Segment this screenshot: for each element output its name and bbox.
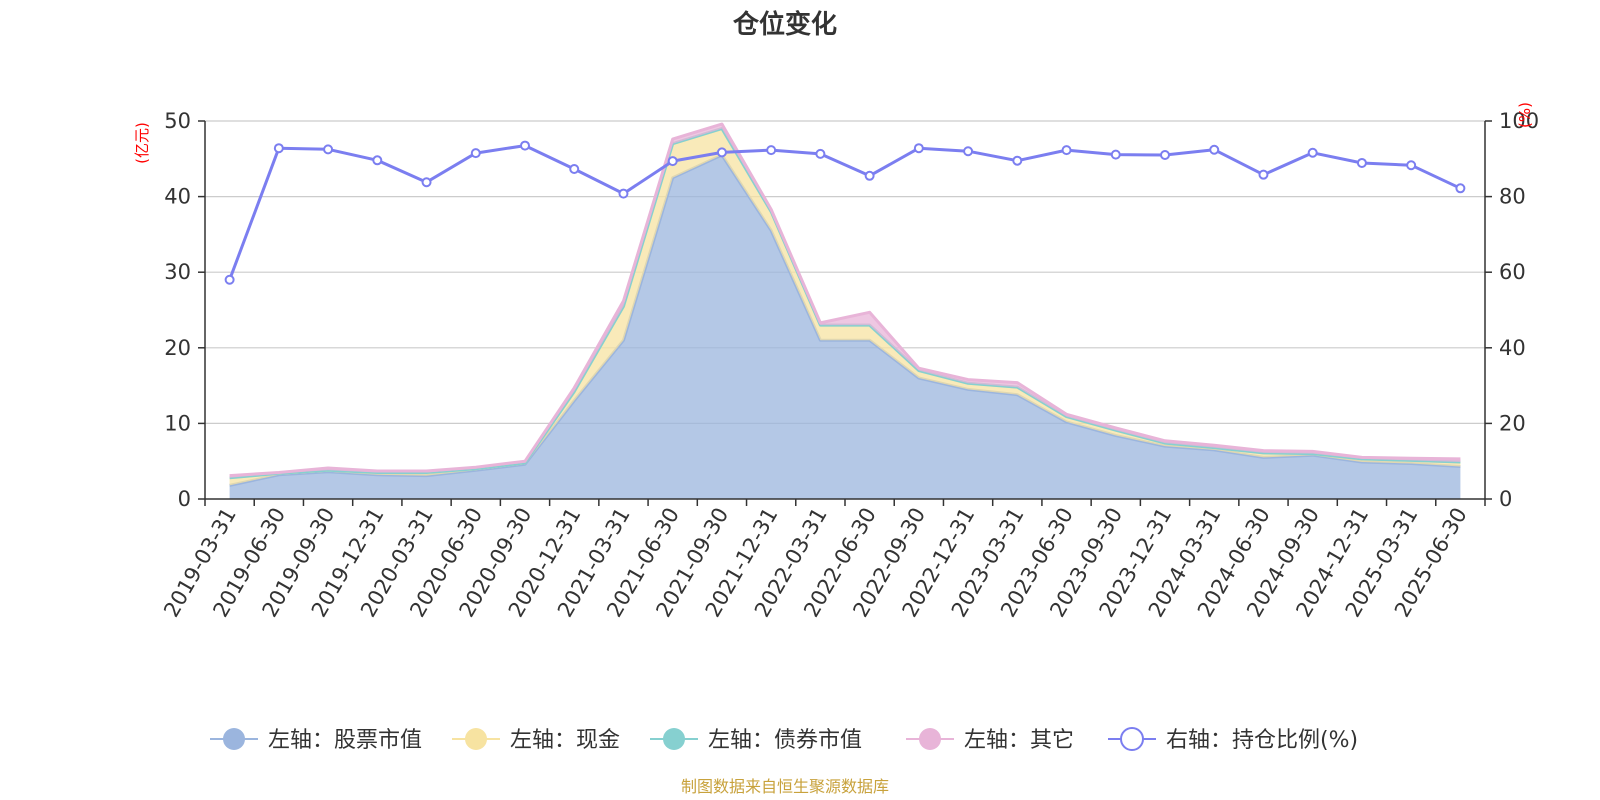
ratio-point xyxy=(1356,157,1367,168)
legend-marker xyxy=(919,728,941,750)
source-note: 制图数据来自恒生聚源数据库 xyxy=(681,777,889,796)
ratio-point xyxy=(1406,160,1417,171)
legend-item: 左轴：股票市值 xyxy=(210,728,422,753)
legend-marker xyxy=(465,728,487,750)
ratio-line xyxy=(228,144,1462,281)
legend-item: 左轴：债券市值 xyxy=(650,728,862,753)
legend: 左轴：股票市值 左轴：现金 左轴：债券市值 左轴：其它 右轴：持仓比例(%) xyxy=(210,727,1358,753)
ratio-point xyxy=(716,147,727,158)
ratio-point xyxy=(323,144,334,155)
area-series-group xyxy=(229,122,1461,499)
right-axis-tick-label: 40 xyxy=(1499,336,1526,360)
chart-title: 仓位变化 xyxy=(732,9,837,40)
ratio-point xyxy=(1209,144,1220,155)
left-axis-tick-label: 20 xyxy=(164,336,191,360)
left-axis-tick-label: 0 xyxy=(178,487,191,511)
legend-label: 左轴：现金 xyxy=(510,728,620,753)
ratio-point xyxy=(372,155,383,166)
ratio-point xyxy=(273,143,284,154)
legend-marker xyxy=(663,728,685,750)
right-axis-tick-label: 20 xyxy=(1499,411,1526,435)
right-axis-unit: (%) xyxy=(1516,102,1534,128)
right-axis-tick-label: 0 xyxy=(1499,487,1512,511)
ratio-point xyxy=(618,188,629,199)
left-axis-unit: (亿元) xyxy=(133,122,151,164)
left-axis-tick-label: 50 xyxy=(164,109,191,133)
legend-label: 左轴：债券市值 xyxy=(708,728,862,753)
ratio-point xyxy=(815,148,826,159)
ratio-point xyxy=(1307,147,1318,158)
legend-label: 右轴：持仓比例(%) xyxy=(1166,728,1358,753)
legend-label: 左轴：其它 xyxy=(964,728,1074,753)
ratio-point xyxy=(224,274,235,285)
ratio-point xyxy=(1160,150,1170,161)
ratio-point xyxy=(1455,183,1466,194)
ratio-point xyxy=(569,164,580,175)
ratio-line-group xyxy=(224,140,1466,285)
right-axis-tick-label: 80 xyxy=(1499,185,1526,209)
right-axis-tick-label: 60 xyxy=(1499,260,1526,284)
right-axis-tick-label: 100 xyxy=(1499,109,1539,133)
left-axis-tick-label: 10 xyxy=(164,411,191,435)
ratio-point xyxy=(864,170,875,181)
ratio-point xyxy=(421,177,432,188)
left-axis-tick-label: 30 xyxy=(164,260,191,284)
grid-lines xyxy=(205,120,1485,424)
ratio-point xyxy=(1258,169,1269,180)
ratio-point xyxy=(766,145,777,156)
ratio-point xyxy=(667,156,678,167)
ratio-point xyxy=(470,148,481,159)
legend-item: 右轴：持仓比例(%) xyxy=(1108,727,1358,753)
legend-item: 左轴：现金 xyxy=(452,728,620,753)
legend-marker xyxy=(1120,727,1144,751)
legend-marker xyxy=(223,728,245,750)
legend-item: 左轴：其它 xyxy=(906,728,1074,753)
area-fill xyxy=(229,155,1461,499)
ratio-point xyxy=(963,146,974,157)
left-axis-tick-label: 40 xyxy=(164,185,191,209)
legend-label: 左轴：股票市值 xyxy=(268,728,422,753)
ratio-point xyxy=(913,143,924,154)
ratio-point xyxy=(1110,149,1121,160)
ratio-point xyxy=(1012,155,1023,166)
area-line xyxy=(229,122,1461,478)
ratio-point xyxy=(520,140,530,151)
ratio-point xyxy=(1061,145,1072,156)
